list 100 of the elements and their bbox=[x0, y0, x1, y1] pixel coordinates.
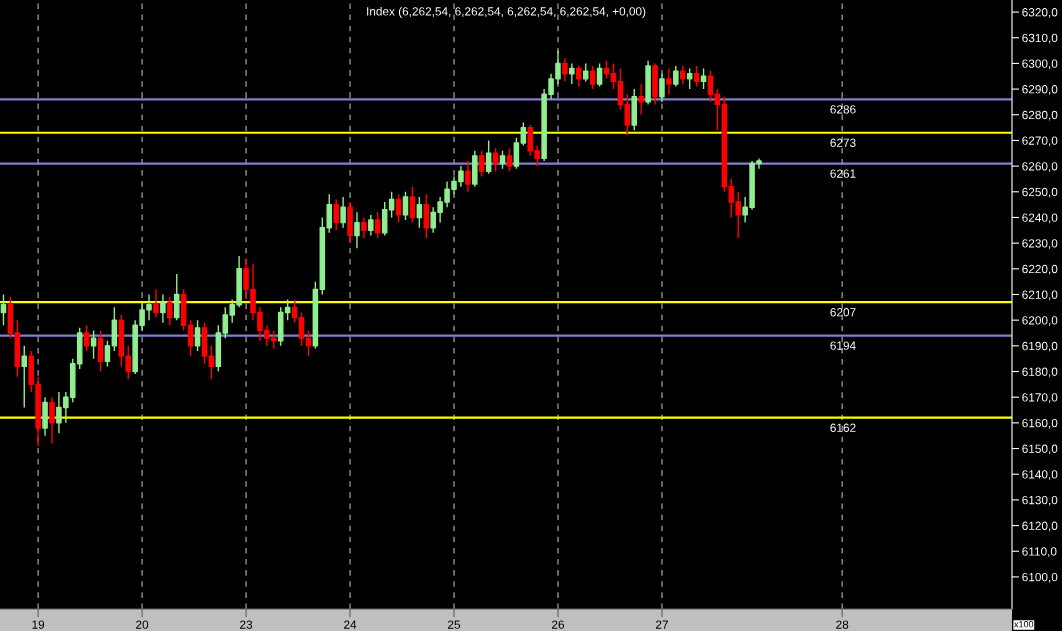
y-tick-label: 6130,0 bbox=[1022, 495, 1058, 506]
y-tick-label: 6150,0 bbox=[1022, 444, 1058, 455]
candlestick bbox=[194, 319, 201, 352]
candlestick bbox=[520, 121, 527, 147]
candlestick bbox=[610, 62, 617, 90]
candlestick bbox=[617, 67, 624, 111]
candlestick bbox=[305, 329, 312, 357]
candlestick bbox=[14, 319, 21, 378]
candlestick bbox=[104, 340, 111, 368]
candlestick bbox=[409, 185, 416, 224]
candlestick bbox=[624, 93, 631, 136]
candlestick bbox=[485, 139, 492, 175]
candlestick bbox=[291, 298, 298, 324]
candlestick bbox=[284, 298, 291, 321]
candlestick bbox=[153, 288, 159, 319]
candlestick bbox=[513, 137, 520, 170]
candlestick bbox=[374, 211, 381, 239]
candlestick bbox=[707, 70, 714, 103]
candlestick bbox=[173, 273, 180, 321]
candlestick bbox=[111, 306, 118, 352]
candlestick bbox=[215, 324, 222, 373]
ref-line-label: 6286 bbox=[830, 105, 856, 114]
y-tick-label: 6290,0 bbox=[1022, 85, 1058, 95]
ref-line-label: 6162 bbox=[830, 423, 856, 432]
candlestick bbox=[416, 196, 423, 229]
x-tick-label: 23 bbox=[240, 620, 253, 629]
candlestick bbox=[673, 65, 679, 88]
candlestick bbox=[333, 198, 339, 231]
candlestick bbox=[506, 147, 513, 172]
text: Index (6,262,54, 6,262,54, 6,262,54, 6,262,54, +0,00) bbox=[367, 6, 646, 18]
x-tick-label: 27 bbox=[655, 620, 668, 629]
candlestick bbox=[589, 65, 596, 90]
y-tick-label: 6180,0 bbox=[1022, 367, 1058, 378]
y-tick-label: 6310,0 bbox=[1022, 33, 1058, 44]
candlestick bbox=[499, 150, 506, 170]
y-tick-label: 6230,0 bbox=[1022, 239, 1058, 249]
y-tick-label: 6160,0 bbox=[1022, 418, 1058, 429]
y-tick-label: 6190,0 bbox=[1022, 341, 1058, 352]
candlestick bbox=[0, 293, 7, 326]
candlestick bbox=[7, 296, 14, 339]
candlestick bbox=[402, 191, 409, 221]
candlestick bbox=[381, 201, 388, 237]
y-tick-label: 6320,0 bbox=[1022, 8, 1058, 18]
candlestick bbox=[472, 150, 478, 188]
x-tick-label: 28 bbox=[836, 620, 849, 629]
candlestick bbox=[368, 214, 374, 237]
x-tick-label: 25 bbox=[448, 620, 461, 629]
candlestick bbox=[693, 65, 700, 88]
candlestick bbox=[361, 216, 367, 239]
candlestick bbox=[562, 57, 568, 83]
y-tick-label: 6170,0 bbox=[1022, 393, 1058, 403]
candlestick bbox=[596, 62, 603, 88]
candlestick bbox=[298, 311, 305, 347]
x-tick-label: 20 bbox=[136, 620, 149, 629]
y-tick-label: 6300,0 bbox=[1022, 59, 1058, 70]
candlestick bbox=[638, 83, 644, 116]
candlestick bbox=[395, 193, 402, 224]
candlestick bbox=[312, 280, 319, 350]
candlestick bbox=[388, 191, 395, 219]
candlestick bbox=[76, 327, 83, 370]
y-tick-label: 6120,0 bbox=[1022, 521, 1058, 532]
y-tick-label: 6240,0 bbox=[1022, 213, 1058, 224]
candlestick bbox=[97, 329, 104, 373]
candlestick bbox=[645, 60, 651, 106]
candlestick bbox=[42, 396, 48, 437]
candlestick bbox=[423, 193, 430, 239]
candlestick bbox=[208, 345, 215, 380]
ref-line-label: 6194 bbox=[830, 341, 856, 350]
ref-line-label: 6261 bbox=[830, 169, 856, 178]
y-tick-label: 6280,0 bbox=[1022, 110, 1058, 121]
candlestick bbox=[354, 211, 360, 249]
candlestick bbox=[686, 67, 693, 90]
candlestick bbox=[603, 60, 610, 80]
y-tick-label: 6100,0 bbox=[1022, 572, 1058, 583]
candlestick bbox=[90, 329, 97, 360]
x-tick-label: 19 bbox=[32, 620, 45, 629]
candlestick bbox=[714, 88, 721, 131]
candlestick bbox=[180, 288, 187, 332]
candlestick bbox=[21, 345, 28, 409]
y-tick-label: 6110,0 bbox=[1022, 547, 1057, 558]
text: x100 bbox=[1014, 621, 1034, 628]
candlestick bbox=[340, 196, 346, 229]
candlestick bbox=[666, 67, 672, 95]
candlestick bbox=[478, 150, 485, 178]
candlestick bbox=[83, 324, 90, 352]
candlestick bbox=[576, 65, 582, 88]
candlestick bbox=[201, 322, 208, 365]
candlestick bbox=[721, 96, 728, 193]
ref-line-label: 6273 bbox=[830, 138, 856, 147]
candlestick bbox=[347, 201, 353, 244]
candlestick bbox=[167, 296, 173, 326]
y-tick-label: 6270,0 bbox=[1022, 136, 1058, 147]
y-tick-label: 6200,0 bbox=[1022, 316, 1058, 326]
candlestick bbox=[679, 65, 686, 85]
candlestick bbox=[277, 306, 284, 347]
x-tick-label: 26 bbox=[552, 620, 565, 629]
candlestick bbox=[652, 62, 658, 106]
y-tick-label: 6210,0 bbox=[1022, 290, 1058, 301]
candlestick bbox=[492, 147, 499, 172]
candlestick bbox=[187, 319, 194, 357]
